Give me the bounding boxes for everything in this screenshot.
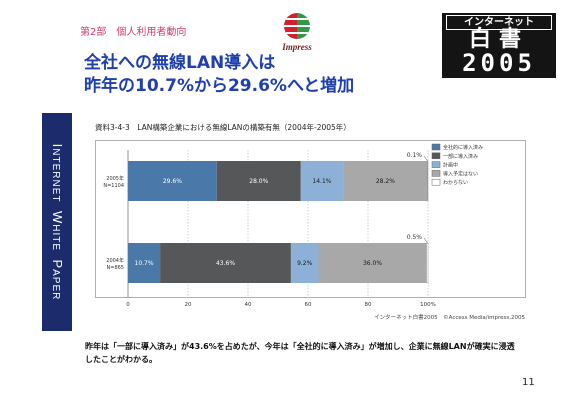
x-tick-label: 40	[245, 302, 252, 308]
brand-logo-line1: インターネット	[446, 15, 552, 30]
legend-label: 全社的に導入済み	[443, 144, 483, 151]
bar-value-label: 28.2%	[376, 178, 395, 185]
bar-segment	[300, 161, 344, 201]
value-label-leader	[423, 237, 428, 244]
legend-swatch	[431, 170, 441, 177]
legend-label: 計画中	[443, 162, 458, 169]
legend-swatch	[431, 152, 441, 160]
bar-segment	[290, 243, 319, 283]
bar-value-label: 0.5%	[407, 234, 423, 241]
brand-logo-line2: 白書	[468, 27, 529, 52]
side-band-word: WHITE	[50, 210, 65, 251]
legend-swatch	[431, 178, 441, 186]
side-band: INTERNET WHITE PAPER	[42, 113, 72, 331]
legend-label: 導入予定はない	[443, 170, 478, 177]
category-n-label: N=1104	[103, 183, 124, 189]
x-tick-label: 20	[185, 302, 192, 308]
bar-value-label: 9.2%	[297, 260, 313, 267]
legend-label: 一部に導入済み	[443, 153, 478, 160]
chart-title: 資料3-4-3 LAN構築企業における無線LANの構築有無（2004年-2005…	[95, 123, 351, 132]
x-tick-label: 60	[305, 302, 312, 308]
legend-swatch	[431, 143, 441, 151]
category-label: 2004年	[106, 257, 124, 264]
bar-value-label: 10.7%	[135, 260, 154, 267]
bar-segment	[160, 243, 291, 283]
bar-value-label: 14.1%	[312, 178, 331, 185]
slide-title: 全社への無線LAN導入は 昨年の10.7%から29.6%へと増加	[84, 52, 354, 98]
bar-segment	[128, 243, 161, 283]
legend-swatch	[431, 161, 441, 168]
page-number: 11	[522, 377, 535, 388]
category-label: 2005年	[106, 175, 124, 182]
chart-source: インターネット白書2005 ©Access Media/impress,2005	[374, 315, 525, 321]
bar-segment	[318, 243, 427, 283]
side-band-word: PAPER	[50, 259, 65, 301]
bar-segment	[128, 161, 217, 201]
x-tick-label: 0	[126, 302, 130, 308]
bar-value-label: 29.6%	[163, 178, 182, 185]
x-tick-label: 80	[365, 302, 372, 308]
value-label-leader	[423, 155, 428, 162]
summary-text: 昨年は「一部に導入済み」が43.6%を占めたが、今年は「全社的に導入済み」が増加…	[85, 342, 515, 364]
impress-logo: Impress	[281, 13, 312, 52]
internet-white-paper-logo: インターネット 白書 2005	[442, 13, 556, 78]
legend-label: わからない	[443, 179, 468, 186]
bar-segment	[343, 161, 428, 201]
impress-logo-text: Impress	[281, 42, 312, 52]
side-band-word: INTERNET	[50, 143, 65, 203]
side-band-text: INTERNET WHITE PAPER	[42, 113, 72, 331]
bar-value-label: 0.1%	[407, 152, 423, 159]
bar-value-label: 43.6%	[216, 260, 235, 267]
x-tick-label: 100%	[420, 302, 436, 308]
bar-segment	[216, 161, 301, 201]
brand-logo-year: 2005	[462, 49, 536, 77]
section-label: 第2部 個人利用者動向	[80, 27, 187, 38]
slide-title-line1: 全社への無線LAN導入は	[84, 53, 276, 73]
slide-title-line2: 昨年の10.7%から29.6%へと増加	[84, 76, 355, 96]
bar-value-label: 28.0%	[249, 178, 268, 185]
bar-segment	[426, 242, 429, 284]
bar-value-label: 36.0%	[363, 260, 382, 267]
category-n-label: N=865	[107, 265, 124, 271]
